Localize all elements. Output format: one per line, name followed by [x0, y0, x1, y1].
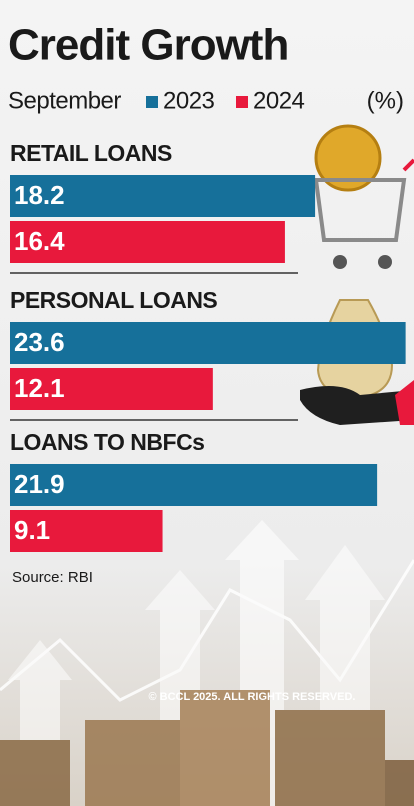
trend-line-decor [0, 559, 414, 702]
legend-label: 2023 [163, 87, 215, 114]
cart-wheel [333, 255, 347, 269]
legend-swatch [146, 96, 158, 108]
cart-icon [313, 178, 407, 242]
coin-stack [85, 720, 180, 806]
arrow-decor [402, 158, 414, 172]
cart-wheel [378, 255, 392, 269]
bar [10, 175, 316, 217]
legend-title: September [8, 87, 121, 114]
bar [10, 322, 406, 364]
legend-swatch [236, 96, 248, 108]
coin-stack [275, 710, 385, 806]
bar-value-label: 21.9 [14, 469, 65, 499]
sleeve-icon [395, 380, 414, 425]
category-label: PERSONAL LOANS [10, 287, 217, 313]
category-label: RETAIL LOANS [10, 140, 172, 166]
bar [10, 221, 285, 263]
legend-label: 2024 [253, 87, 305, 114]
coin-stack [385, 760, 414, 806]
bar-value-label: 23.6 [14, 327, 65, 357]
bar [10, 510, 163, 552]
category-label: LOANS TO NBFCs [10, 429, 204, 455]
coin-stack [0, 740, 70, 806]
bar [10, 368, 213, 410]
source: Source: RBI [12, 569, 93, 586]
bar [10, 464, 378, 506]
bar-value-label: 9.1 [14, 515, 50, 545]
copyright: © BCCL 2025. ALL RIGHTS RESERVED. [149, 691, 356, 703]
unit-label: (%) [367, 87, 404, 114]
coin-stack [180, 690, 270, 806]
decoration [0, 520, 414, 806]
coin-icon [314, 124, 382, 192]
hand-icon [300, 386, 414, 425]
bar-value-label: 18.2 [14, 180, 65, 210]
bar-value-label: 12.1 [14, 373, 65, 403]
bar-value-label: 16.4 [14, 226, 65, 256]
chart-title: Credit Growth [8, 21, 288, 70]
